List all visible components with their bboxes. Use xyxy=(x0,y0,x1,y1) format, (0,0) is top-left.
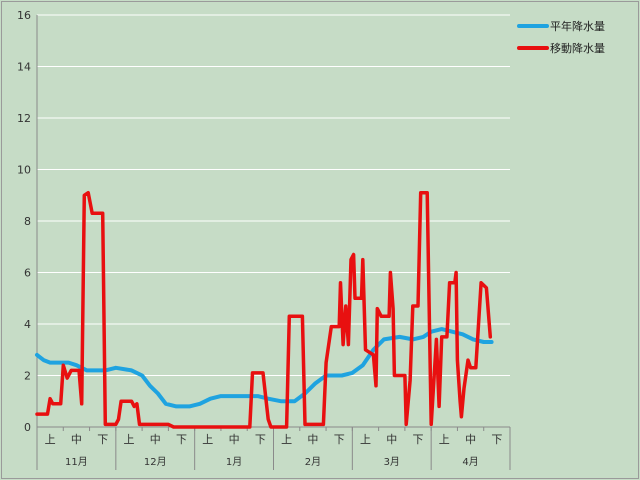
dekad-label: 上 xyxy=(281,433,292,446)
dekad-label: 上 xyxy=(202,433,213,446)
dekad-label: 中 xyxy=(307,433,318,446)
month-label: 3月 xyxy=(384,456,400,468)
month-label: 1月 xyxy=(226,456,242,468)
series-line-2 xyxy=(35,190,493,429)
dekad-label: 上 xyxy=(45,433,56,446)
dekad-label: 下 xyxy=(413,433,424,446)
y-tick-label: 0 xyxy=(24,421,31,434)
dekad-label: 下 xyxy=(97,433,108,446)
dekad-label: 上 xyxy=(360,433,371,446)
month-label: 2月 xyxy=(305,456,321,468)
dekad-label: 下 xyxy=(334,433,345,446)
y-axis-tick-labels: 0 2 4 6 8 10 12 14 16 xyxy=(17,9,31,434)
series-line-1 xyxy=(35,327,494,409)
dekad-label: 中 xyxy=(150,433,161,446)
dekad-label: 上 xyxy=(439,433,450,446)
y-tick-label: 14 xyxy=(17,61,31,74)
dekad-label: 下 xyxy=(176,433,187,446)
x-axis-labels: 上中下11月上中下12月上中下1月上中下2月上中下3月上中下4月 xyxy=(36,427,511,470)
month-label: 4月 xyxy=(462,456,478,468)
dekad-label: 下 xyxy=(491,433,502,446)
y-tick-label: 12 xyxy=(17,112,31,125)
y-tick-label: 10 xyxy=(17,164,31,177)
legend-label: 平年降水量 xyxy=(550,19,605,33)
dekad-label: 中 xyxy=(465,433,476,446)
y-tick-label: 2 xyxy=(24,370,31,383)
series-lines xyxy=(35,190,494,429)
dekad-label: 中 xyxy=(386,433,397,446)
dekad-label: 中 xyxy=(229,433,240,446)
y-tick-label: 4 xyxy=(24,318,31,331)
y-tick-label: 6 xyxy=(24,267,31,280)
month-label: 11月 xyxy=(65,456,88,468)
legend-label: 移動降水量 xyxy=(550,41,605,55)
dekad-label: 上 xyxy=(123,433,134,446)
y-tick-label: 8 xyxy=(24,215,31,228)
dekad-label: 中 xyxy=(71,433,82,446)
y-tick-label: 16 xyxy=(17,9,31,22)
dekad-label: 下 xyxy=(255,433,266,446)
month-label: 12月 xyxy=(144,456,167,468)
